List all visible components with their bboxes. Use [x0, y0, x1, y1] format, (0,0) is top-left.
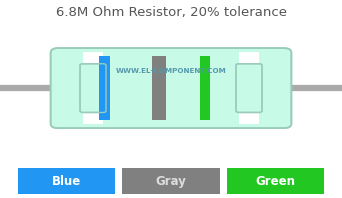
FancyBboxPatch shape — [80, 64, 106, 112]
FancyBboxPatch shape — [51, 48, 291, 128]
Bar — [18, 168, 115, 194]
Bar — [152, 56, 166, 120]
Bar — [83, 52, 103, 65]
Bar — [239, 52, 259, 65]
Bar — [122, 168, 220, 194]
Text: WWW.EL-COMPONENT.COM: WWW.EL-COMPONENT.COM — [116, 68, 226, 74]
Text: 6.8M Ohm Resistor, 20% tolerance: 6.8M Ohm Resistor, 20% tolerance — [55, 6, 287, 19]
Bar — [83, 111, 103, 124]
Text: Blue: Blue — [52, 175, 81, 188]
Bar — [239, 111, 259, 124]
Bar — [226, 168, 324, 194]
Bar — [200, 56, 210, 120]
Bar — [99, 56, 110, 120]
Text: Green: Green — [255, 175, 295, 188]
Text: Gray: Gray — [156, 175, 186, 188]
FancyBboxPatch shape — [236, 64, 262, 112]
